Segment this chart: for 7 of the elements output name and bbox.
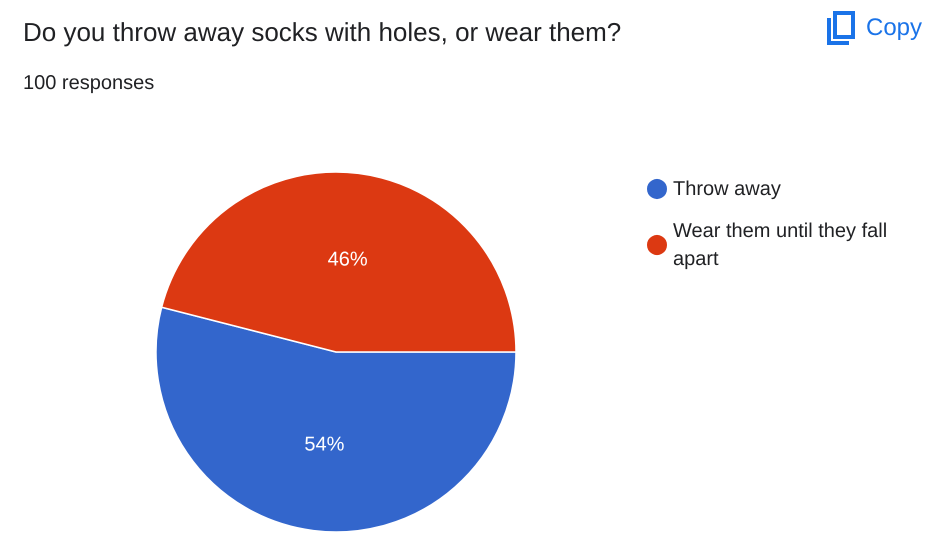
data-label: 46%	[328, 248, 368, 271]
chart-title: Do you throw away socks with holes, or wear them?	[23, 17, 622, 47]
legend-label: Throw away	[673, 178, 781, 200]
legend-label: Wear them until they fall apart	[673, 220, 893, 270]
text: Copy	[866, 14, 922, 42]
data-label: 54%	[304, 433, 345, 456]
chart-subtitle: 100 responses	[23, 72, 154, 94]
